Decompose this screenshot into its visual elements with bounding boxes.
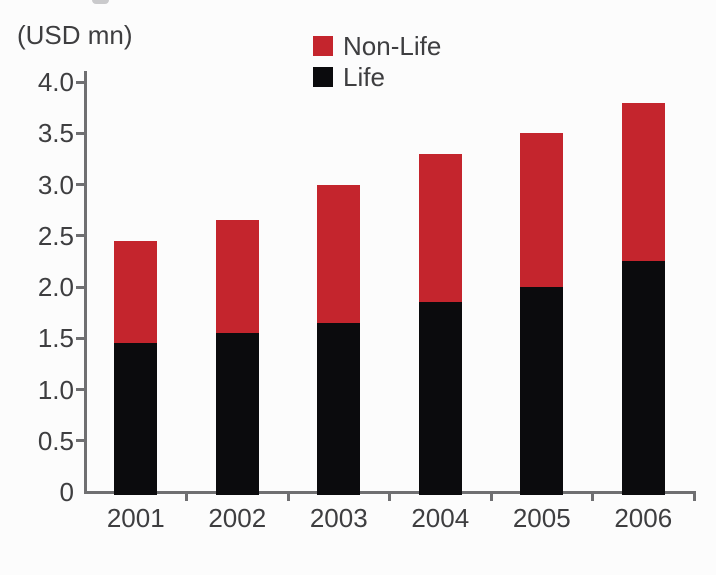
x-tick-label: 2006: [614, 503, 673, 533]
bar-nonlife-segment: [215, 220, 259, 334]
y-tick: [76, 183, 85, 186]
x-tick-label: 2005: [512, 503, 571, 533]
legend-label-life: Life: [343, 62, 385, 92]
y-tick-label: 3.0: [37, 169, 74, 200]
bar-nonlife-segment: [114, 240, 158, 344]
y-tick: [76, 439, 85, 443]
bar-nonlife-segment: [520, 133, 564, 287]
y-tick-label: 1.5: [37, 323, 74, 354]
x-tick: [286, 492, 290, 501]
legend-item-nonlife: Non-Life: [313, 31, 441, 61]
y-tick: [76, 131, 85, 135]
bar-life-segment: [520, 287, 564, 495]
x-tick: [591, 492, 594, 501]
nonlife-swatch-icon: [313, 36, 333, 56]
x-tick: [692, 492, 696, 501]
life-swatch-icon: [313, 67, 333, 87]
x-tick: [185, 492, 188, 501]
y-tick: [76, 336, 85, 340]
legend-label-nonlife: Non-Life: [343, 31, 442, 61]
y-tick: [76, 234, 85, 238]
legend: Non-Life Life: [313, 31, 441, 92]
y-tick-label: 0: [59, 477, 74, 507]
legend-item-life: Life: [313, 62, 441, 92]
bar-life-segment: [317, 322, 361, 495]
x-tick: [388, 492, 391, 501]
bar-life-segment: [114, 343, 158, 495]
x-tick: [489, 492, 493, 501]
bar-nonlife-segment: [621, 102, 665, 262]
axis-unit-label: (USD mn): [17, 20, 133, 50]
y-tick-label: 4.0: [37, 67, 74, 97]
bar-life-segment: [215, 333, 259, 495]
bar-nonlife-segment: [418, 153, 462, 303]
y-tick-label: 1.0: [37, 374, 74, 405]
x-tick-label: 2004: [411, 503, 470, 533]
y-tick: [76, 285, 85, 289]
bar-life-segment: [418, 302, 462, 495]
y-axis-line: [84, 71, 87, 494]
bar-life-segment: [621, 261, 665, 495]
y-tick: [76, 80, 85, 84]
y-tick-label: 3.5: [37, 118, 74, 149]
y-tick-label: 2.5: [37, 220, 74, 251]
x-tick-label: 2003: [309, 503, 368, 533]
y-tick-label: 0.5: [37, 425, 74, 456]
y-tick-label: 2.0: [37, 272, 74, 302]
y-tick: [76, 388, 85, 391]
cropped-edge-artifact: [92, 0, 109, 4]
bar-nonlife-segment: [317, 184, 361, 323]
x-tick-label: 2001: [106, 503, 165, 533]
x-tick-label: 2002: [208, 503, 267, 533]
